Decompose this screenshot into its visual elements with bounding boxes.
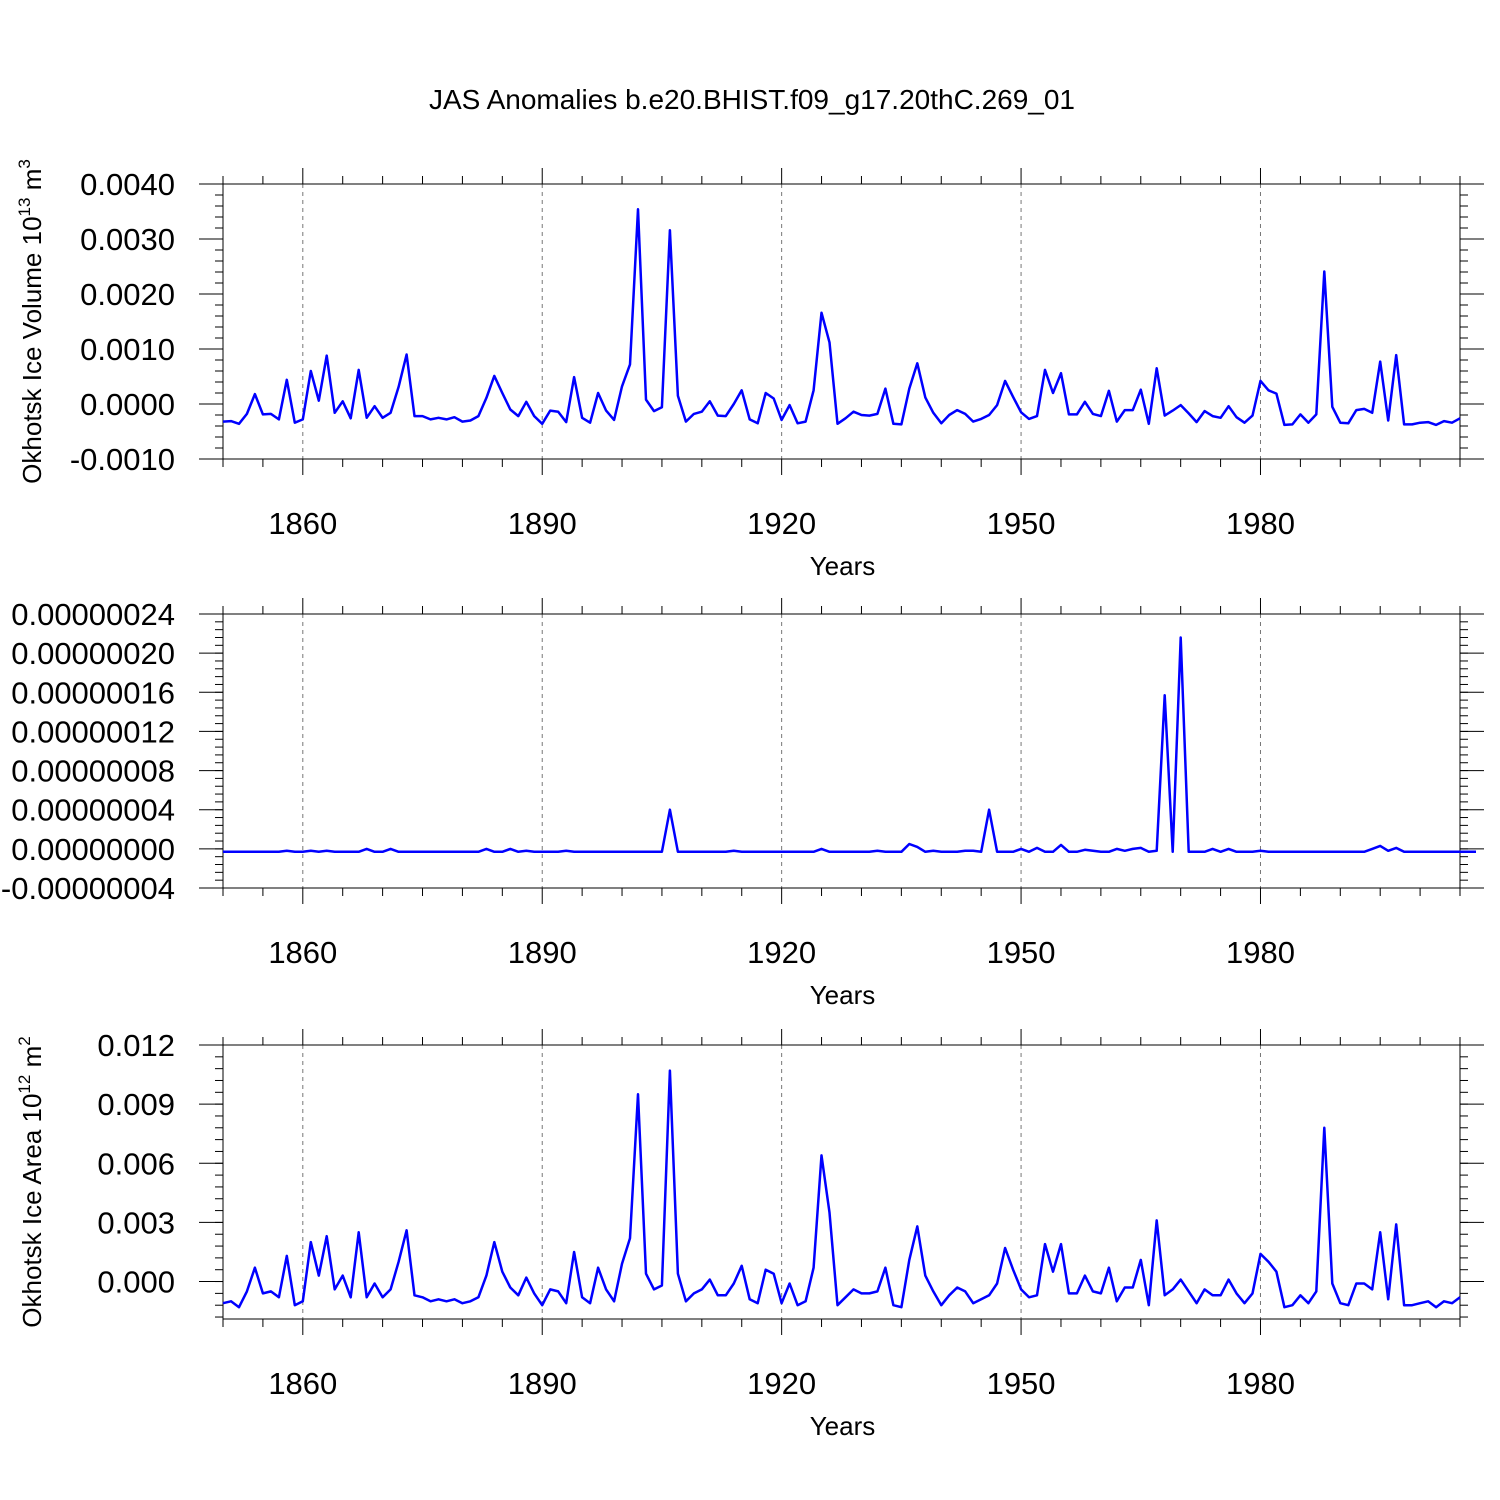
panel-volume: 1860 1890 1920 1950 1980 -0.0010 0.0000 0.0010 0…: [15, 159, 1484, 581]
panel-thickness: 1860 1890 1920 1950 1980 -0.00000004 0.0000000…: [1, 597, 1484, 1010]
series-line: [222, 208, 1461, 427]
y-tick-label: 0.0040: [80, 167, 175, 202]
x-axis-label: Years: [810, 980, 876, 1010]
x-tick-label: 1980: [1226, 935, 1295, 970]
y-label-unit: m: [17, 1046, 47, 1075]
plot-frame: [222, 613, 1461, 889]
y-tick-label: 0.00000020: [11, 636, 175, 671]
y-axis-label: Okhotsk Ice Area 1012 m2: [15, 1036, 47, 1327]
y-tick-label: 0.000: [97, 1265, 175, 1300]
y-tick-label: 0.006: [97, 1146, 175, 1181]
y-tick-label: -0.0010: [70, 442, 175, 477]
y-tick-label: 0.00000024: [11, 597, 175, 632]
x-tick-label: 1920: [747, 1366, 816, 1401]
figure-title: JAS Anomalies b.e20.BHIST.f09_g17.20thC.…: [429, 84, 1075, 115]
y-tick-label: 0.012: [97, 1028, 175, 1063]
x-tick-label: 1980: [1226, 1366, 1295, 1401]
x-tick-label: 1950: [987, 1366, 1056, 1401]
y-tick-label: 0.0000: [80, 387, 175, 422]
y-tick-label: 0.00000000: [11, 832, 175, 867]
series-line: [222, 1069, 1461, 1309]
plot-frame: [222, 1044, 1461, 1320]
y-tick-label: 0.003: [97, 1205, 175, 1240]
y-label-text: Okhotsk Ice Area 10: [17, 1094, 47, 1328]
x-tick-label: 1860: [268, 935, 337, 970]
x-axis-label: Years: [810, 1411, 876, 1441]
y-label-unit-exponent: 3: [15, 159, 34, 168]
y-tick-label: -0.00000004: [1, 871, 175, 906]
plot-frame: [222, 183, 1461, 460]
x-tick-label: 1950: [987, 935, 1056, 970]
x-tick-label: 1860: [268, 506, 337, 541]
y-axis-label: Okhotsk Ice Volume 1013 m3: [15, 159, 47, 484]
y-tick-label: 0.0020: [80, 277, 175, 312]
x-tick-label: 1890: [508, 935, 577, 970]
x-axis-label: Years: [810, 551, 876, 581]
x-tick-label: 1920: [747, 935, 816, 970]
x-tick-label: 1980: [1226, 506, 1295, 541]
x-tick-label: 1890: [508, 1366, 577, 1401]
y-tick-label: 0.00000008: [11, 754, 175, 789]
y-label-unit: m: [17, 169, 47, 198]
y-label-unit-exponent: 2: [15, 1036, 34, 1045]
series-line: [223, 636, 1476, 854]
y-tick-label: 0.0010: [80, 332, 175, 367]
y-tick-label: 0.00000016: [11, 675, 175, 710]
y-tick-label: 0.00000004: [11, 793, 175, 828]
panel-area: 1860 1890 1920 1950 1980 0.000 0.003 0.006 0.009…: [15, 1028, 1484, 1441]
x-tick-label: 1860: [268, 1366, 337, 1401]
x-tick-label: 1950: [987, 506, 1056, 541]
y-tick-label: 0.00000012: [11, 714, 175, 749]
y-tick-label: 0.009: [97, 1087, 175, 1122]
y-label-text: Okhotsk Ice Volume 10: [17, 216, 47, 483]
x-tick-label: 1920: [747, 506, 816, 541]
y-label-exponent: 13: [15, 198, 34, 217]
x-tick-label: 1890: [508, 506, 577, 541]
y-tick-label: 0.0030: [80, 222, 175, 257]
y-label-exponent: 12: [15, 1075, 34, 1094]
